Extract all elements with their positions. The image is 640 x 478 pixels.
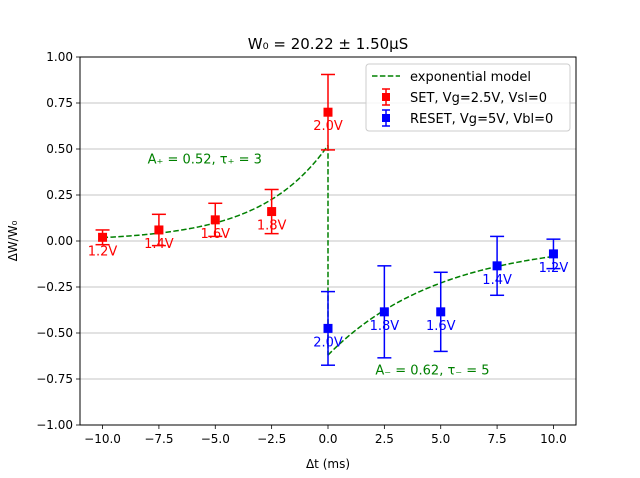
x-tick-label-2: −5.0 bbox=[201, 432, 230, 446]
set-point-3 bbox=[267, 207, 277, 217]
x-tick-label-5: 2.5 bbox=[375, 432, 394, 446]
y-tick-label-7: 0.75 bbox=[46, 96, 73, 110]
series-group: 1.2V 1.4V 1.6V 1.8V 2.0V 2.0V 1.8V 1.6V 1.4V 1.2V bbox=[88, 73, 569, 366]
reset-point-0 bbox=[323, 323, 333, 333]
reset-point-4 bbox=[548, 249, 558, 259]
legend-set-label: SET, Vg=2.5V, Vsl=0 bbox=[410, 91, 547, 106]
reset-point-2 bbox=[436, 307, 446, 317]
legend-reset-label: RESET, Vg=5V, Vbl=0 bbox=[410, 112, 553, 127]
y-tick-label-2: −0.50 bbox=[36, 326, 73, 340]
set-point-4 bbox=[323, 107, 333, 117]
legend-set-swatch bbox=[382, 88, 390, 106]
x-tick-label-7: 7.5 bbox=[488, 432, 507, 446]
legend-reset-swatch bbox=[382, 109, 390, 127]
legend-model-label: exponential model bbox=[410, 70, 531, 85]
y-tick-label-4: 0.00 bbox=[46, 234, 73, 248]
set-point-1 bbox=[154, 225, 164, 235]
reset-point-1 bbox=[379, 307, 389, 317]
y-tick-label-0: −1.00 bbox=[36, 418, 73, 432]
set-point-label-2: 1.6V bbox=[200, 227, 230, 242]
x-axis: −10.0 −7.5 −5.0 −2.5 0.0 2.5 5.0 7.5 10.0 bbox=[84, 425, 567, 446]
y-axis-label: ΔW/W₀ bbox=[6, 220, 20, 261]
chart-title: W₀ = 20.22 ± 1.50μS bbox=[248, 35, 408, 53]
x-tick-label-6: 5.0 bbox=[431, 432, 450, 446]
y-tick-label-5: 0.25 bbox=[46, 188, 73, 202]
set-point-label-0: 1.2V bbox=[88, 244, 118, 259]
legend-box bbox=[365, 63, 571, 132]
y-tick-label-1: −0.75 bbox=[36, 372, 73, 386]
annotation-a-minus: A₋ = 0.62, τ₋ = 5 bbox=[375, 363, 489, 378]
set-point-0 bbox=[98, 232, 108, 242]
legend: exponential model SET, Vg=2.5V, Vsl=0 RE… bbox=[365, 63, 571, 132]
y-tick-label-3: −0.25 bbox=[36, 280, 73, 294]
reset-point-3 bbox=[492, 261, 502, 271]
x-tick-label-8: 10.0 bbox=[540, 432, 567, 446]
x-tick-label-3: −2.5 bbox=[257, 432, 286, 446]
x-axis-label: Δt (ms) bbox=[306, 457, 350, 471]
y-tick-label-6: 0.50 bbox=[46, 142, 73, 156]
y-axis: −1.00 −0.75 −0.50 −0.25 0.00 0.25 0.50 0.75 1.00 bbox=[36, 50, 80, 432]
set-point-2 bbox=[210, 215, 220, 225]
reset-point-label-1: 1.8V bbox=[370, 319, 400, 334]
reset-point-label-0: 2.0V bbox=[313, 335, 343, 350]
x-tick-label-4: 0.0 bbox=[318, 432, 337, 446]
set-point-label-1: 1.4V bbox=[144, 237, 174, 252]
x-tick-label-0: −10.0 bbox=[84, 432, 121, 446]
y-tick-label-8: 1.00 bbox=[46, 50, 73, 64]
x-tick-label-1: −7.5 bbox=[144, 432, 173, 446]
reset-point-label-2: 1.6V bbox=[426, 319, 456, 334]
annotation-a-plus: A₊ = 0.52, τ₊ = 3 bbox=[148, 153, 262, 168]
set-point-label-3: 1.8V bbox=[257, 219, 287, 234]
reset-point-label-4: 1.2V bbox=[539, 261, 569, 276]
reset-point-label-3: 1.4V bbox=[482, 273, 512, 288]
set-point-label-4: 2.0V bbox=[313, 119, 343, 134]
